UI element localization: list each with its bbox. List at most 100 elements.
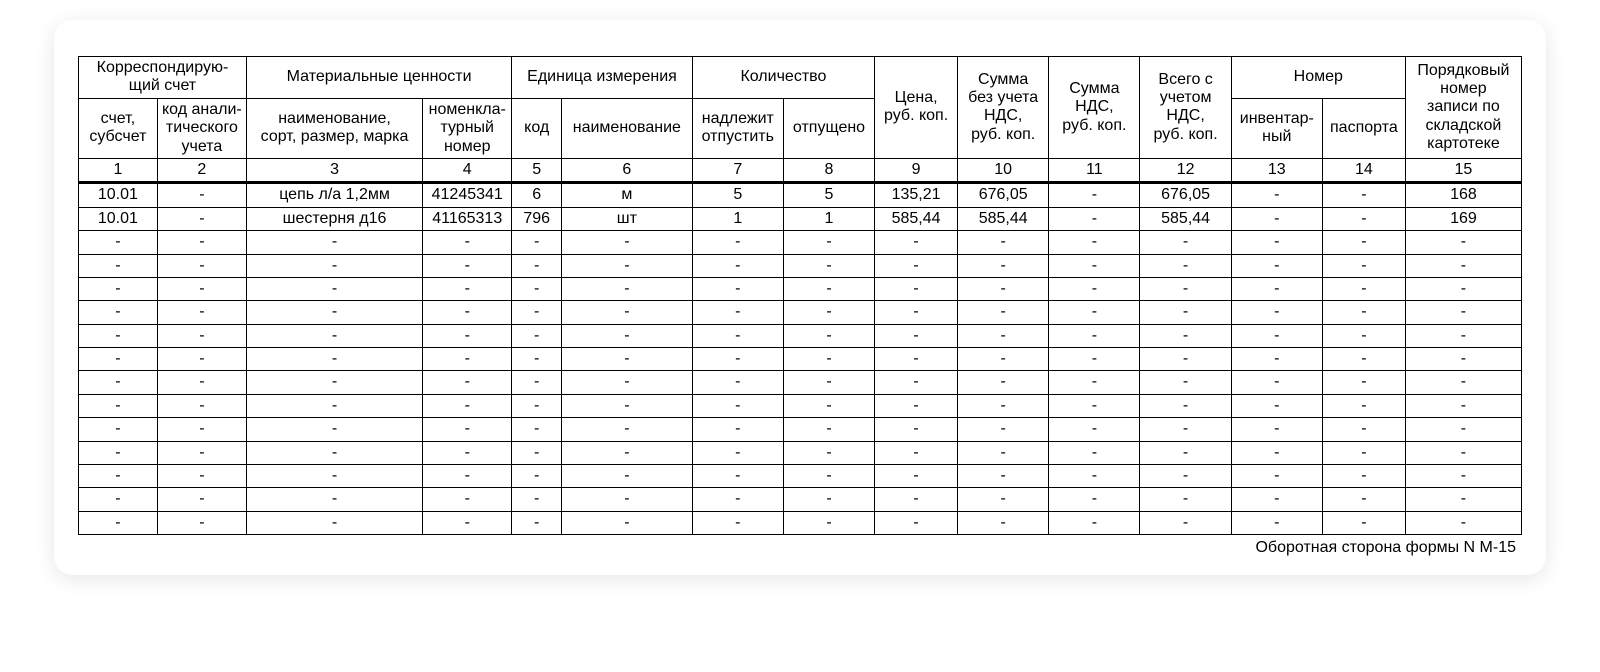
column-number: 2 xyxy=(157,158,246,182)
hdr-unit-of-measure: Единица измерения xyxy=(512,57,692,99)
table-cell: - xyxy=(958,394,1049,417)
table-cell: - xyxy=(1405,277,1521,300)
table-cell: - xyxy=(157,394,246,417)
table-cell: - xyxy=(958,488,1049,511)
table-cell: - xyxy=(157,231,246,254)
table-cell: - xyxy=(1322,254,1405,277)
table-cell: - xyxy=(875,418,958,441)
table-cell: - xyxy=(875,254,958,277)
table-cell: - xyxy=(246,348,422,371)
table-cell: 585,44 xyxy=(875,207,958,230)
table-cell: - xyxy=(79,418,158,441)
table-row: --------------- xyxy=(79,511,1522,534)
hdr-seq-number: Порядковыйномерзаписи поскладскойкартоте… xyxy=(1405,57,1521,159)
table-cell: - xyxy=(1140,301,1231,324)
table-cell: - xyxy=(783,324,874,347)
table-cell: 168 xyxy=(1405,183,1521,207)
table-cell: м xyxy=(562,183,693,207)
table-cell: - xyxy=(562,441,693,464)
table-cell: - xyxy=(692,418,783,441)
table-cell: - xyxy=(1231,441,1322,464)
hdr-sum-vat: СуммаНДС,руб. коп. xyxy=(1049,57,1140,159)
column-number: 14 xyxy=(1322,158,1405,182)
table-cell: - xyxy=(1049,207,1140,230)
table-cell: - xyxy=(1049,488,1140,511)
table-cell: 5 xyxy=(783,183,874,207)
hdr-to-release: надлежитотпустить xyxy=(692,98,783,158)
table-cell: - xyxy=(783,441,874,464)
table-cell: - xyxy=(512,348,562,371)
table-cell: - xyxy=(423,324,512,347)
table-cell: шт xyxy=(562,207,693,230)
table-cell: - xyxy=(692,394,783,417)
table-cell: - xyxy=(1049,183,1140,207)
column-number: 6 xyxy=(562,158,693,182)
table-cell: - xyxy=(79,441,158,464)
table-cell: - xyxy=(875,324,958,347)
table-cell: - xyxy=(958,324,1049,347)
table-cell: 796 xyxy=(512,207,562,230)
table-cell: - xyxy=(423,231,512,254)
table-cell: - xyxy=(246,418,422,441)
table-cell: - xyxy=(1405,324,1521,347)
table-cell: - xyxy=(246,254,422,277)
table-cell: - xyxy=(692,441,783,464)
table-row: --------------- xyxy=(79,371,1522,394)
table-cell: - xyxy=(423,488,512,511)
table-cell: 5 xyxy=(692,183,783,207)
column-number: 13 xyxy=(1231,158,1322,182)
column-number: 8 xyxy=(783,158,874,182)
table-cell: - xyxy=(958,371,1049,394)
table-cell: - xyxy=(1322,207,1405,230)
table-cell: - xyxy=(1140,394,1231,417)
table-cell: - xyxy=(1231,277,1322,300)
table-cell: - xyxy=(875,394,958,417)
table-body: 10.01-цепь л/а 1,2мм412453416м55135,2167… xyxy=(79,183,1522,535)
hdr-number: Номер xyxy=(1231,57,1405,99)
hdr-sum-no-vat: Суммабез учетаНДС,руб. коп. xyxy=(958,57,1049,159)
table-cell: - xyxy=(157,511,246,534)
table-cell: - xyxy=(1140,254,1231,277)
table-cell: - xyxy=(79,371,158,394)
table-cell: шестерня д16 xyxy=(246,207,422,230)
table-cell: - xyxy=(1049,441,1140,464)
table-cell: - xyxy=(1322,441,1405,464)
table-cell: 676,05 xyxy=(1140,183,1231,207)
table-cell: - xyxy=(423,254,512,277)
table-cell: - xyxy=(1231,394,1322,417)
table-cell: - xyxy=(79,231,158,254)
table-cell: - xyxy=(79,277,158,300)
table-cell: - xyxy=(1049,465,1140,488)
table-cell: - xyxy=(1405,488,1521,511)
table-row: 10.01-цепь л/а 1,2мм412453416м55135,2167… xyxy=(79,183,1522,207)
table-header: Корреспондирую-щий счет Материальные цен… xyxy=(79,57,1522,183)
table-cell: - xyxy=(1049,418,1140,441)
table-cell: 10.01 xyxy=(79,207,158,230)
table-cell: - xyxy=(157,371,246,394)
table-cell: - xyxy=(246,231,422,254)
table-cell: - xyxy=(875,511,958,534)
table-cell: - xyxy=(875,488,958,511)
table-cell: - xyxy=(875,231,958,254)
table-row: --------------- xyxy=(79,418,1522,441)
table-cell: - xyxy=(512,511,562,534)
table-cell: - xyxy=(562,511,693,534)
hdr-code: код xyxy=(512,98,562,158)
table-cell: - xyxy=(512,324,562,347)
table-cell: - xyxy=(512,441,562,464)
column-number: 11 xyxy=(1049,158,1140,182)
table-cell: - xyxy=(1140,231,1231,254)
table-cell: - xyxy=(1231,301,1322,324)
table-cell: 676,05 xyxy=(958,183,1049,207)
table-cell: - xyxy=(692,324,783,347)
table-cell: - xyxy=(562,418,693,441)
table-cell: 41165313 xyxy=(423,207,512,230)
table-cell: - xyxy=(79,348,158,371)
table-cell: - xyxy=(692,465,783,488)
table-cell: - xyxy=(1322,231,1405,254)
table-cell: - xyxy=(1049,371,1140,394)
table-cell: - xyxy=(157,465,246,488)
hdr-name-sort-size-brand: наименование,сорт, размер, марка xyxy=(246,98,422,158)
table-cell: - xyxy=(1049,324,1140,347)
table-cell: - xyxy=(423,371,512,394)
